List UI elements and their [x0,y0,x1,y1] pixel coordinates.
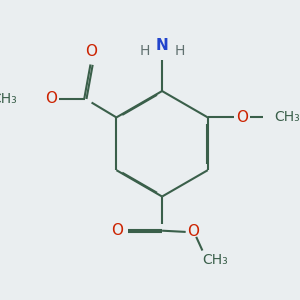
Text: O: O [111,223,123,238]
Text: O: O [45,91,57,106]
Text: CH₃: CH₃ [274,110,300,124]
Text: O: O [85,44,98,59]
Text: CH₃: CH₃ [0,92,17,106]
Text: CH₃: CH₃ [202,253,228,267]
Text: N: N [156,38,169,53]
Text: O: O [187,224,199,239]
Text: O: O [236,110,248,125]
Text: H: H [174,44,184,58]
Text: H: H [140,44,150,58]
